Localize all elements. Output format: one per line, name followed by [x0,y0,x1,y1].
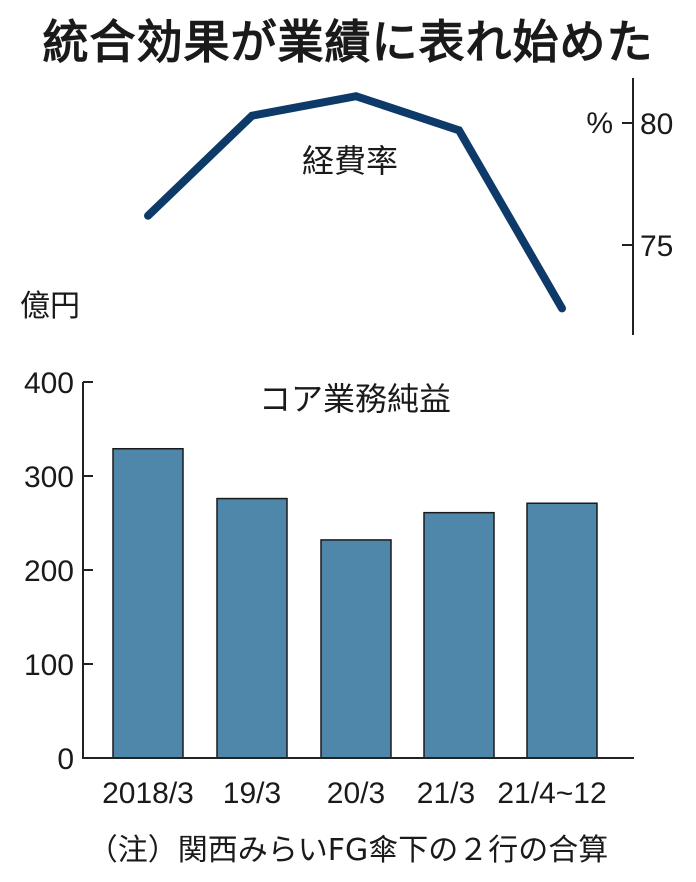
x-axis-label: 21/3 [417,777,475,810]
bar-tick-label: 100 [24,649,74,682]
chart-title: 統合効果が業績に表れ始めた [42,15,654,69]
x-axis-label: 19/3 [223,777,281,810]
x-axis-label: 2018/3 [102,777,194,810]
bar [320,539,392,759]
line-unit-label: % [586,107,613,140]
bar [112,447,184,759]
bar-series-label: コア業務純益 [259,380,451,418]
bar-tick-label: 400 [24,367,74,400]
bar-tick-label: 300 [24,461,74,494]
line-tick-label: 75 [640,230,673,263]
line-series-label: 経費率 [302,142,398,180]
x-axis-label: 20/3 [327,777,385,810]
x-axis-label: 21/4~12 [497,777,606,810]
line-tick-label: 80 [640,108,673,141]
bar-chart-axis: 400 300 200 100 0 2018/3 19/3 20/3 21/3 21/4~12 [24,367,634,810]
bar-series [112,447,598,759]
bar [526,502,598,759]
line-chart-axis: 80 75 % [586,78,673,335]
bar-tick-label: 0 [57,743,74,776]
bar-tick-label: 200 [24,555,74,588]
bar-unit-label: 億円 [20,289,80,324]
bar [423,511,495,759]
footnote: （注）関西みらいFG傘下の２行の合算 [88,833,609,868]
bar [216,497,288,759]
expense-ratio-line [144,92,566,313]
